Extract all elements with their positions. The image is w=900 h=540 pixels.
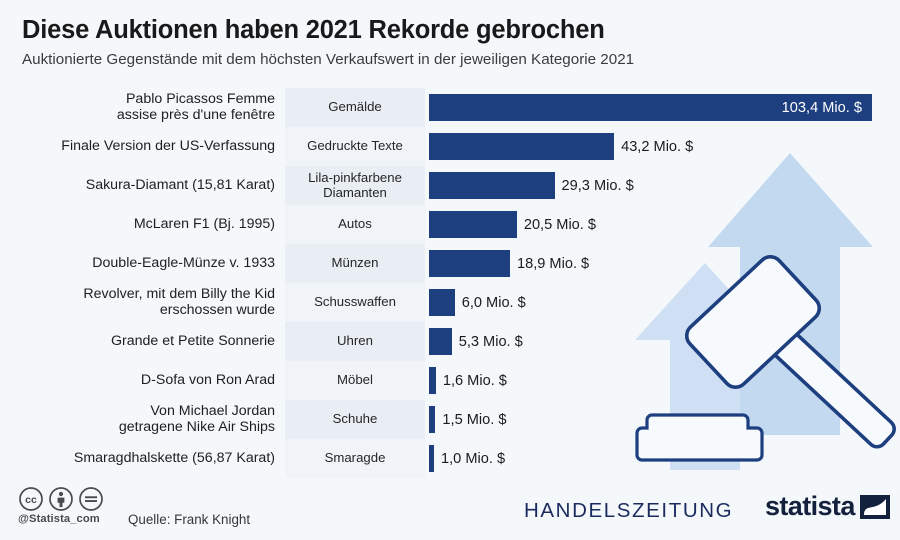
category-band: [285, 283, 425, 322]
bar-value-label: 20,5 Mio. $: [523, 216, 597, 233]
statista-wordmark: statista: [765, 491, 855, 521]
item-label: Sakura-Diamant (15,81 Karat): [85, 176, 275, 193]
cc-icon: cc: [19, 487, 43, 511]
bar-zone: 1,6 Mio. $: [429, 361, 900, 400]
source-note: Quelle: Frank Knight: [128, 512, 251, 527]
bar-value-label: 18,9 Mio. $: [516, 255, 590, 272]
category-band: [285, 88, 425, 127]
bar-value-label: 1,6 Mio. $: [442, 372, 507, 389]
item-label: McLaren F1 (Bj. 1995): [133, 215, 275, 232]
bar-value-label: 6,0 Mio. $: [461, 294, 526, 311]
bar-zone: 6,0 Mio. $: [429, 283, 900, 322]
bar: [429, 172, 555, 199]
table-row: Double-Eagle-Münze v. 1933 Münzen 18,9 Mio…: [0, 244, 900, 283]
bar: [429, 367, 436, 394]
category-label: Smaragde: [324, 450, 386, 466]
page-subtitle: Auktionierte Gegenstände mit dem höchste…: [22, 51, 635, 69]
table-row: Pablo Picassos Femme assise près d'une f…: [0, 88, 900, 127]
category-band: [285, 127, 425, 166]
category-label: Lila-pinkfarbene Diamanten: [308, 169, 402, 200]
category-label: Autos: [338, 216, 372, 232]
item-label: Grande et Petite Sonnerie: [110, 332, 275, 349]
bar-zone: 29,3 Mio. $: [429, 166, 900, 205]
item-label: Smaragdhalskette (56,87 Karat): [73, 449, 275, 466]
bar-zone: 103,4 Mio. $: [429, 88, 900, 127]
bar-zone: 43,2 Mio. $: [429, 127, 900, 166]
bar-zone: 18,9 Mio. $: [429, 244, 900, 283]
category-band: [285, 205, 425, 244]
bar: [429, 328, 452, 355]
bar: [429, 133, 615, 160]
item-label: D-Sofa von Ron Arad: [140, 371, 275, 388]
table-row: D-Sofa von Ron Arad Möbel 1,6 Mio. $: [0, 361, 900, 400]
bar: [429, 211, 517, 238]
category-band: [285, 400, 425, 439]
bar-zone: 5,3 Mio. $: [429, 322, 900, 361]
item-label: Pablo Picassos Femme assise près d'une f…: [116, 90, 275, 123]
bar-zone: 20,5 Mio. $: [429, 205, 900, 244]
bar-value-label: 29,3 Mio. $: [561, 177, 634, 194]
item-label: Double-Eagle-Münze v. 1933: [92, 254, 275, 271]
bar: [429, 406, 436, 433]
category-band: [285, 361, 425, 400]
category-band: [285, 439, 425, 478]
category-label: Schuhe: [332, 411, 378, 427]
item-label: Finale Version der US-Verfassung: [61, 137, 275, 154]
table-row: Von Michael Jordan getragene Nike Air Sh…: [0, 400, 900, 439]
category-label: Münzen: [331, 255, 379, 271]
table-row: McLaren F1 (Bj. 1995) Autos 20,5 Mio. $: [0, 205, 900, 244]
category-label: Uhren: [337, 333, 373, 349]
table-row: Finale Version der US-Verfassung Gedruckt…: [0, 127, 900, 166]
bar-value-label: 1,0 Mio. $: [441, 450, 506, 467]
bar: [429, 445, 434, 472]
category-label: Gedruckte Texte: [307, 138, 403, 154]
category-band: [285, 244, 425, 283]
category-label: Möbel: [337, 372, 373, 388]
statista-mark-icon: [859, 494, 890, 519]
bar-value-label: 5,3 Mio. $: [458, 333, 523, 350]
category-band: [285, 166, 425, 205]
statista-logo: statista: [765, 493, 890, 520]
bar-zone: 1,5 Mio. $: [429, 400, 900, 439]
page-title: Diese Auktionen haben 2021 Rekorde gebro…: [22, 16, 605, 44]
creative-commons-block: cc @Statista_com: [18, 486, 133, 525]
handelszeitung-logo: HANDELSZEITUNG: [524, 499, 734, 522]
svg-text:cc: cc: [25, 494, 37, 506]
bar-zone: 1,0 Mio. $: [429, 439, 900, 478]
chart-footer: cc @Statista_com Quelle: Frank Knight HA…: [0, 478, 900, 540]
bar-value-label: 1,5 Mio. $: [442, 411, 507, 428]
item-label: Von Michael Jordan getragene Nike Air Sh…: [118, 402, 275, 435]
table-row: Sakura-Diamant (15,81 Karat) Lila-pinkfar…: [0, 166, 900, 205]
category-band: [285, 322, 425, 361]
chart-header: Diese Auktionen haben 2021 Rekorde gebro…: [22, 16, 882, 70]
cc-icon-group: cc: [18, 486, 133, 512]
bar: [429, 250, 510, 277]
statista-handle: @Statista_com: [18, 513, 100, 525]
bar: [429, 289, 455, 316]
bar-value-label: 103,4 Mio. $: [781, 99, 862, 116]
cc-by-icon: [49, 487, 73, 511]
bar: [429, 94, 872, 121]
category-label: Gemälde: [328, 99, 382, 115]
table-row: Revolver, mit dem Billy the Kid erschoss…: [0, 283, 900, 322]
bar-chart: Pablo Picassos Femme assise près d'une f…: [0, 88, 900, 478]
table-row: Grande et Petite Sonnerie Uhren 5,3 Mio. $: [0, 322, 900, 361]
cc-nd-icon: [79, 487, 103, 511]
item-label: Revolver, mit dem Billy the Kid erschoss…: [83, 285, 275, 318]
category-label: Schusswaffen: [314, 294, 396, 310]
bar-value-label: 43,2 Mio. $: [621, 138, 694, 155]
table-row: Smaragdhalskette (56,87 Karat) Smaragde 1,…: [0, 439, 900, 478]
